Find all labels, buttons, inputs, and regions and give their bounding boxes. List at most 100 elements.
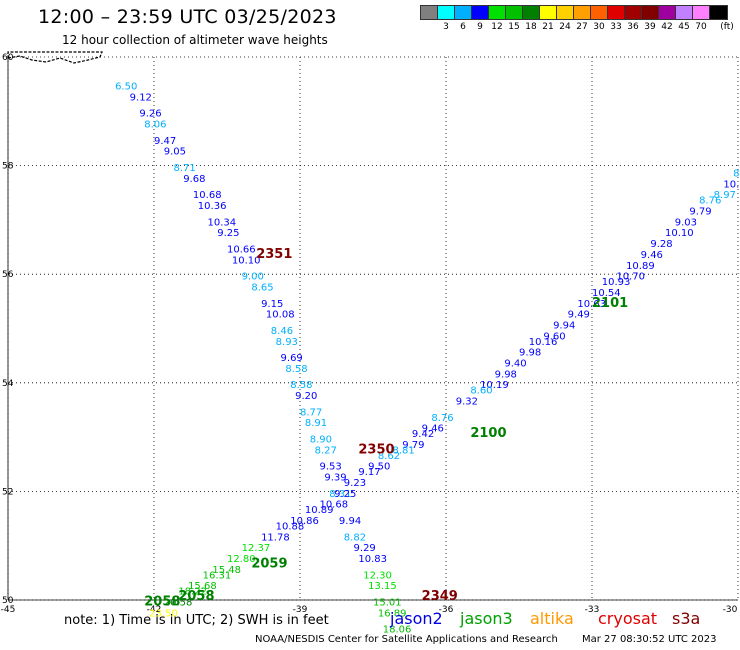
wave-height-point: 8.91 (305, 418, 327, 429)
wave-height-point: 12.30 (363, 570, 392, 581)
wave-height-point: 8.76 (431, 413, 453, 424)
wave-height-point: 10.19 (480, 380, 509, 391)
wave-height-point: 13.15 (368, 581, 397, 592)
wave-height-point: 9.00 (242, 272, 264, 283)
wave-height-point: 9.20 (295, 391, 317, 402)
wave-height-point: 9.23 (344, 478, 366, 489)
colorbar-swatch (454, 5, 473, 20)
wave-height-point: 10.16 (529, 337, 558, 348)
wave-height-point: 8.93 (276, 337, 298, 348)
colorbar-tick: 15 (508, 22, 520, 32)
wave-height-point: 9.28 (650, 239, 672, 250)
colorbar-swatch (675, 5, 694, 20)
colorbar-swatch (539, 5, 558, 20)
colorbar-tick: 30 (593, 22, 605, 32)
lon-tick-label: -30 (723, 605, 738, 615)
wave-height-point: 9.25 (217, 228, 239, 239)
colorbar-tick: 70 (695, 22, 707, 32)
wave-height-point: 9.47 (154, 136, 176, 147)
colorbar-tick: 36 (627, 22, 639, 32)
colorbar-tick: 21 (542, 22, 554, 32)
wave-height-point: 18.06 (383, 625, 412, 636)
colorbar-swatch (590, 5, 609, 20)
wave-height-point: 10.83 (358, 554, 387, 565)
wave-height-point: 10.54 (592, 288, 621, 299)
wave-height-point: 9.94 (553, 321, 575, 332)
colorbar-tick: 42 (661, 22, 673, 32)
wave-height-point: 8.58 (290, 380, 312, 391)
wave-height-point: 9.49 (568, 310, 590, 321)
wave-height-point: 8.77 (300, 407, 322, 418)
colorbar-swatch (471, 5, 490, 20)
wave-height-point: 10.89 (626, 261, 655, 272)
colorbar-swatch (624, 5, 643, 20)
wave-height-point: 9.17 (358, 467, 380, 478)
wave-height-point: 10.34 (208, 217, 237, 228)
wave-height-point: 8.58 (285, 364, 307, 375)
wave-height-point: 9.69 (281, 353, 303, 364)
track-time-label: 2351 (256, 247, 292, 262)
lon-tick-label: -39 (293, 605, 308, 615)
lon-tick-label: -45 (1, 605, 16, 615)
colorbar-unit: (ft) (720, 22, 734, 32)
wave-height-point: 9.60 (543, 331, 565, 342)
wave-height-point: 8.65 (251, 282, 273, 293)
wave-height-point: 8.90 (310, 435, 332, 446)
colorbar-swatch (709, 5, 728, 20)
track-time-label: 2100 (470, 426, 506, 441)
wave-height-point: 8.97 (714, 190, 736, 201)
track-time-label: 2350 (358, 442, 394, 457)
track-time-label: 2101 (592, 296, 628, 311)
wave-height-point: 10.66 (227, 244, 256, 255)
colorbar-swatch (573, 5, 592, 20)
wave-height-point: 9.98 (519, 348, 541, 359)
wave-height-point: 10.68 (193, 190, 222, 201)
lon-tick-label: -33 (585, 605, 600, 615)
lat-tick-label: 54 (2, 379, 14, 389)
wave-height-point: 9.46 (422, 424, 444, 435)
wave-height-point: 8.06 (144, 120, 166, 131)
wave-height-point: 6.50 (115, 82, 137, 93)
colorbar-swatch (641, 5, 660, 20)
wave-height-point: 16.31 (203, 570, 232, 581)
colorbar-swatch (488, 5, 507, 20)
colorbar-tick: 39 (644, 22, 656, 32)
satellite-legend-item: altika (530, 609, 574, 628)
colorbar-swatch (522, 5, 541, 20)
wave-height-point: 9.15 (261, 299, 283, 310)
colorbar-swatch (437, 5, 456, 20)
colorbar-tick: 18 (525, 22, 537, 32)
wave-height-point: 9.94 (339, 516, 361, 527)
wave-height-point: 8.71 (173, 163, 195, 174)
wave-height-point: 9.46 (641, 250, 663, 261)
lat-tick-label: 50 (2, 596, 14, 606)
wave-height-point: 9.32 (456, 397, 478, 408)
wave-height-point: 9.25 (334, 489, 356, 500)
wave-height-point: 20.58 (164, 597, 193, 608)
colorbar-swatch (556, 5, 575, 20)
wave-height-point: 9.50 (368, 462, 390, 473)
satellite-legend-item: cryosat (598, 609, 658, 628)
wave-height-point: 10.0 (723, 179, 740, 190)
lat-tick-label: 56 (2, 270, 14, 280)
colorbar-swatch (607, 5, 626, 20)
wave-height-point: 10.36 (198, 201, 227, 212)
wave-height-point: 9.79 (689, 206, 711, 217)
colorbar-tick: 45 (678, 22, 690, 32)
map-title: 12:00 – 23:59 UTC 03/25/2023 (38, 6, 337, 28)
wave-height-point: 9.29 (354, 543, 376, 554)
lat-tick-label: 58 (2, 162, 14, 172)
satellite-legend-item: s3a (672, 609, 701, 628)
wave-height-point: 8.62 (378, 451, 400, 462)
wave-height-point: 23.50 (149, 608, 178, 619)
wave-height-points: 6.509.129.268.069.479.058.719.6810.6810.… (115, 82, 740, 636)
colorbar-swatch (420, 5, 439, 20)
wave-height-point: 9.53 (319, 462, 341, 473)
wave-height-point: 9.12 (130, 92, 152, 103)
footer-credit: NOAA/NESDIS Center for Satellite Applica… (255, 634, 558, 645)
wave-height-point: 10.89 (305, 505, 334, 516)
wave-height-point: 9.26 (139, 109, 161, 120)
lat-tick-label: 52 (2, 487, 13, 497)
wave-height-point: 12.37 (242, 543, 271, 554)
lon-tick-label: -42 (147, 605, 162, 615)
